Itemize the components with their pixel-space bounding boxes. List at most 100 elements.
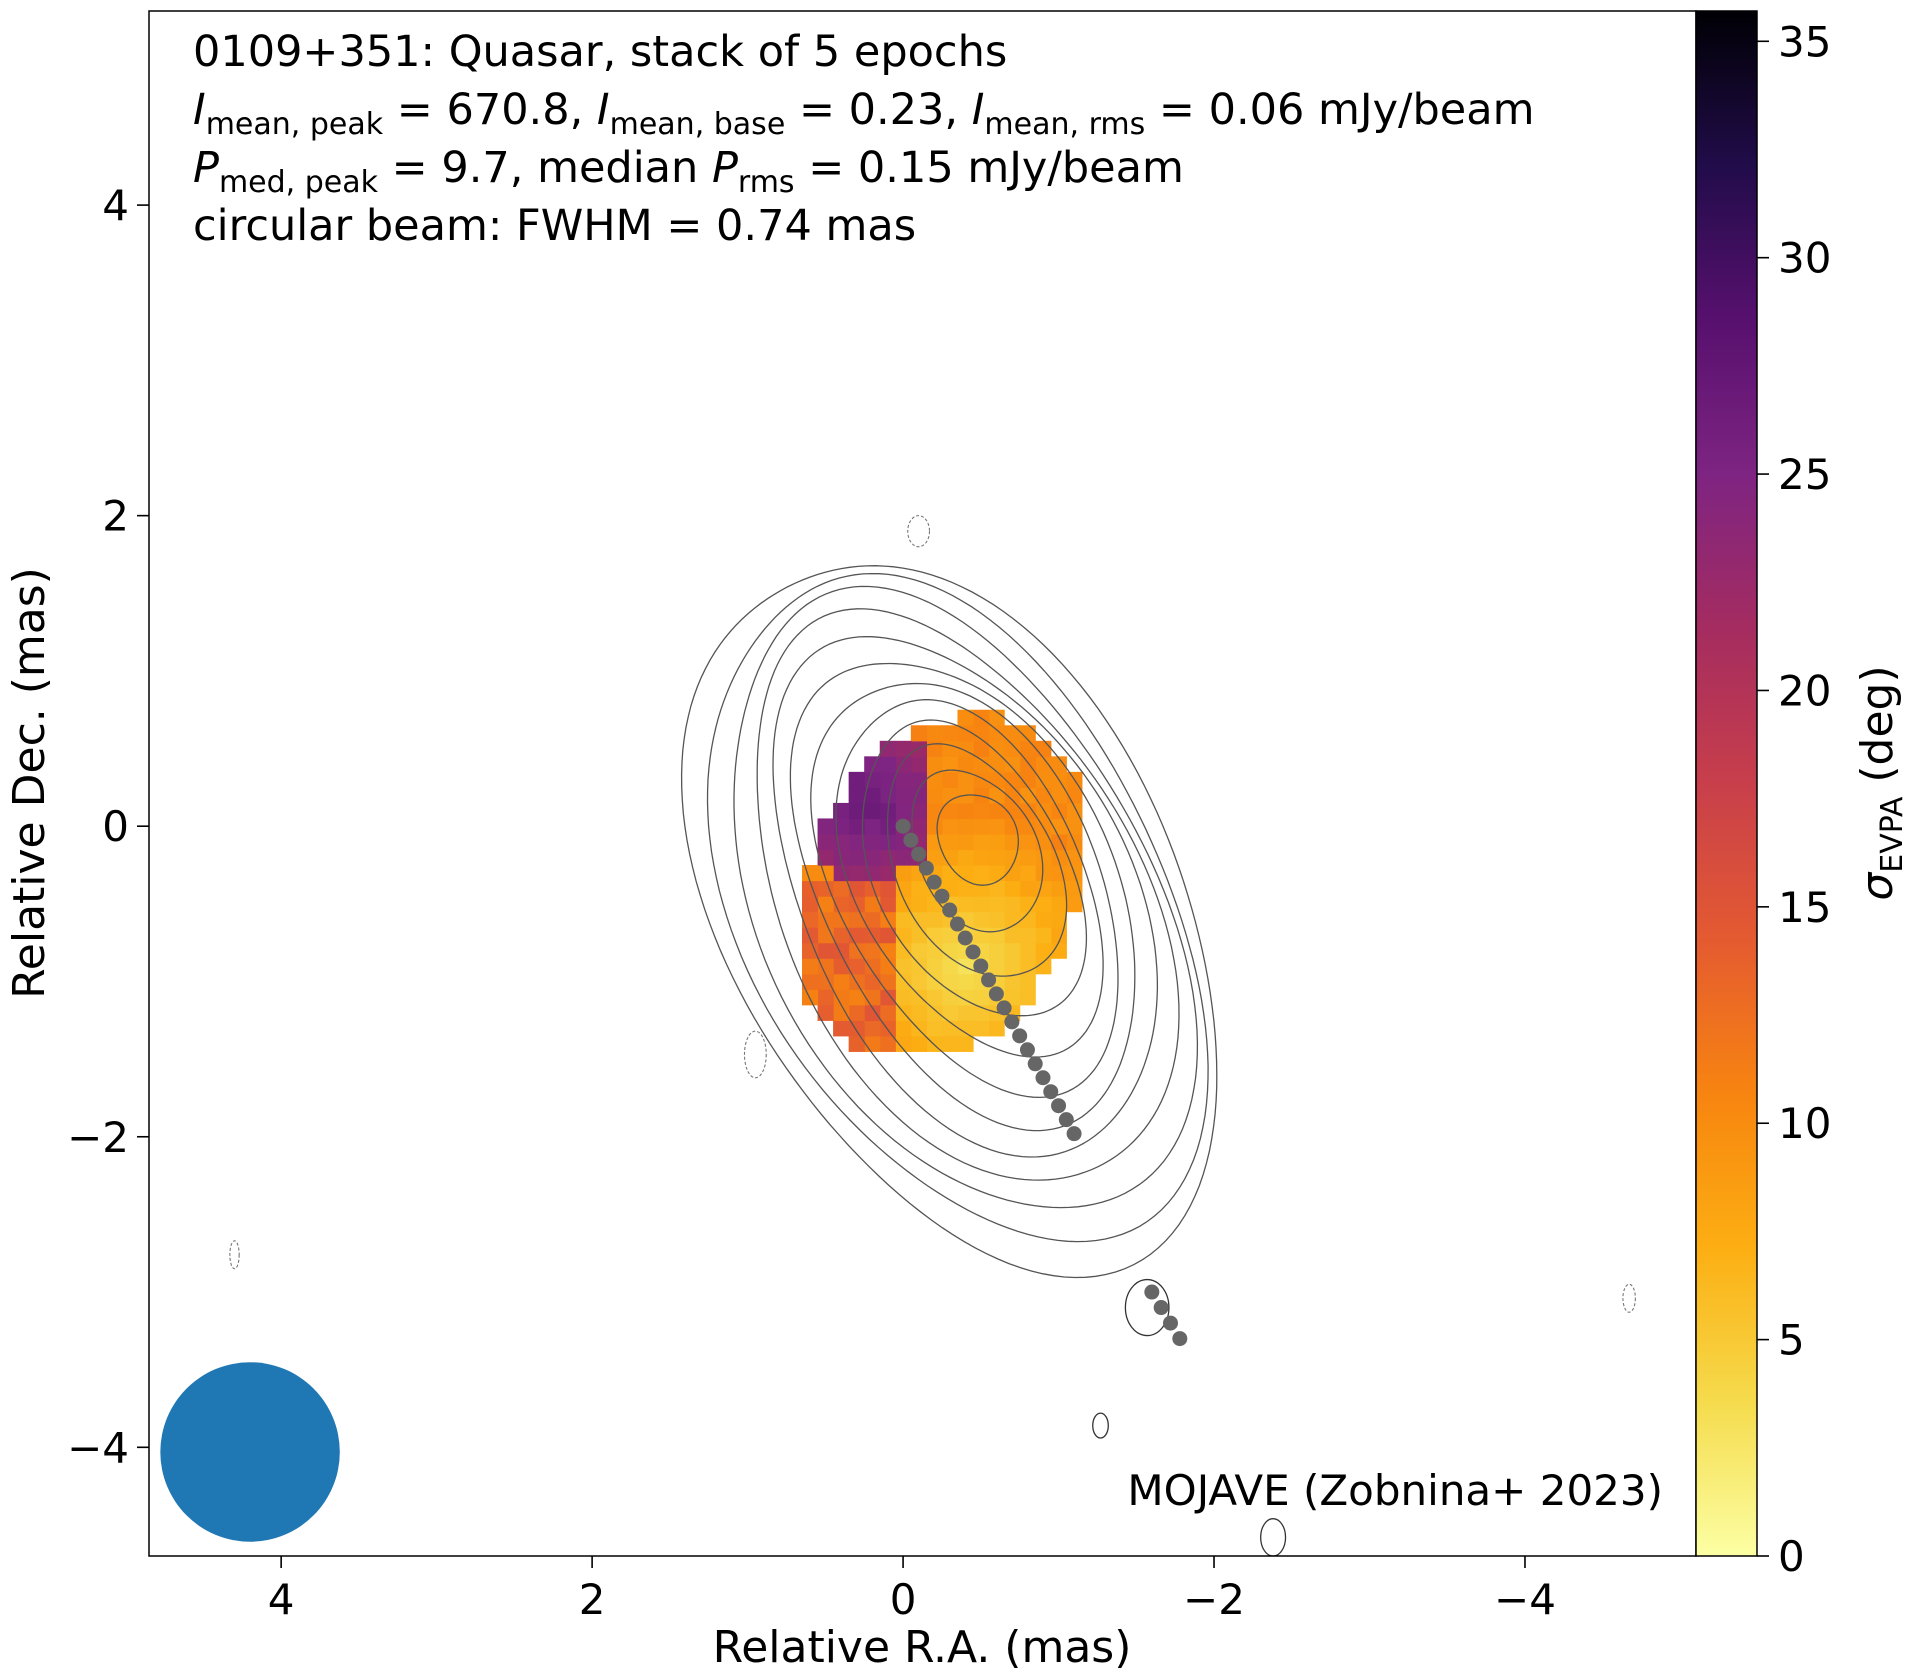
polarization-pixel (1004, 927, 1021, 944)
polarization-pixel (910, 756, 927, 773)
polarization-pixel (941, 989, 959, 1006)
title-line: 0109+351: Quasar, stack of 5 epochs (193, 27, 1007, 77)
colorbar-ticks: 0 5 10 15 20 25 30 35 (1757, 17, 1831, 1581)
polarization-pixel (1004, 989, 1021, 1006)
polarization-pixel (910, 1035, 927, 1052)
polarization-pixel (895, 1020, 912, 1037)
ridge-point (1058, 1112, 1074, 1128)
polarization-pixel (817, 973, 834, 990)
polarization-pixel (833, 973, 850, 990)
polarization-pixel (895, 989, 912, 1006)
polarization-pixel (957, 833, 974, 851)
polarization-pixel (926, 973, 943, 990)
polarization-pixel (973, 756, 990, 773)
polarization-pixel (973, 740, 990, 757)
polarization-pixel (941, 1004, 959, 1021)
ridge-point (996, 1000, 1012, 1016)
ridge-point (949, 916, 965, 932)
credit-text: MOJAVE (Zobnina+ 2023) (1127, 1466, 1663, 1515)
polarization-pixel (926, 911, 943, 928)
polarization-pixel (848, 1004, 865, 1021)
polarization-pixel (802, 911, 819, 928)
ridge-point (1162, 1315, 1178, 1331)
polarization-pixel (926, 756, 943, 773)
polarization-pixel (1050, 787, 1067, 804)
polarization-pixel (1019, 989, 1036, 1006)
polarization-pixel (973, 911, 990, 928)
polarization-pixel (957, 849, 974, 866)
y-axis-ticks: 4 2 0 −2 −4 (67, 181, 149, 1472)
polarization-pixel (957, 880, 974, 897)
title-line: Imean, peak = 670.8, Imean, base = 0.23,… (193, 85, 1535, 142)
polarization-pixel (941, 802, 959, 820)
polarization-pixel (1004, 771, 1021, 788)
colorbar-tick-label: 0 (1778, 1532, 1805, 1581)
polarization-pixel (926, 942, 943, 959)
polarization-pixel (910, 911, 927, 928)
intensity-contour (756, 608, 1180, 1181)
polarization-pixel (1019, 833, 1036, 851)
polarization-pixel (988, 787, 1005, 804)
polarization-pixel (817, 849, 834, 866)
polarization-pixel (1035, 771, 1052, 788)
polarization-pixel (879, 958, 896, 975)
polarization-pixel (988, 942, 1005, 959)
polarization-pixel-map (802, 709, 1083, 1052)
polarization-pixel (973, 989, 990, 1006)
polarization-pixel (957, 771, 974, 788)
polarization-pixel (1004, 802, 1021, 820)
polarization-pixel (1004, 896, 1021, 913)
polarization-pixel (988, 896, 1005, 913)
ridge-point (942, 902, 958, 918)
polarization-pixel (879, 1035, 896, 1052)
polarization-pixel (926, 802, 943, 820)
intensity-contour (772, 636, 1159, 1158)
intensity-contour (789, 662, 1136, 1132)
ridge-point (1035, 1070, 1051, 1086)
polarization-pixel (910, 802, 927, 820)
polarization-pixel (833, 1004, 850, 1021)
polarization-pixel (1019, 771, 1036, 788)
polarization-pixel (802, 958, 819, 975)
polarization-pixel (1035, 958, 1052, 975)
colorbar-tick-label: 25 (1778, 450, 1831, 499)
polarization-pixel (895, 896, 912, 913)
polarization-pixel (988, 709, 1005, 726)
polarization-pixel (1035, 802, 1052, 820)
polarization-pixel (848, 802, 865, 820)
polarization-pixel (864, 818, 881, 835)
polarization-pixel (1035, 911, 1052, 928)
polarization-pixel (988, 865, 1005, 882)
polarization-pixel (879, 927, 896, 944)
intensity-contour (861, 719, 1088, 1017)
polarization-pixel (1019, 865, 1036, 882)
polarization-pixel (848, 958, 865, 975)
polarization-pixel (1004, 958, 1021, 975)
polarization-pixel (988, 756, 1005, 773)
polarization-pixel (864, 833, 881, 851)
polarization-pixel (895, 942, 912, 959)
polarization-pixel (848, 989, 865, 1006)
polarization-pixel (910, 725, 927, 742)
polarization-pixel (1019, 927, 1036, 944)
x-tick-label: 4 (268, 1575, 295, 1624)
polarization-pixel (910, 771, 927, 788)
polarization-pixel (988, 802, 1005, 820)
polarization-pixel (941, 865, 959, 882)
ridge-point (911, 846, 927, 862)
polarization-pixel (957, 818, 974, 835)
polarization-pixel (895, 849, 912, 866)
polarization-pixel (973, 865, 990, 882)
polarization-pixel (941, 771, 959, 788)
polarization-pixel (864, 958, 881, 975)
polarization-pixel (926, 787, 943, 804)
ridge-point (903, 832, 919, 848)
polarization-pixel (895, 927, 912, 944)
polarization-pixel (848, 865, 865, 882)
polarization-pixel (1035, 896, 1052, 913)
isolated-contour (1260, 1518, 1287, 1556)
polarization-pixel (988, 725, 1005, 742)
ridge-point (1051, 1098, 1067, 1114)
polarization-pixel (817, 1004, 834, 1021)
